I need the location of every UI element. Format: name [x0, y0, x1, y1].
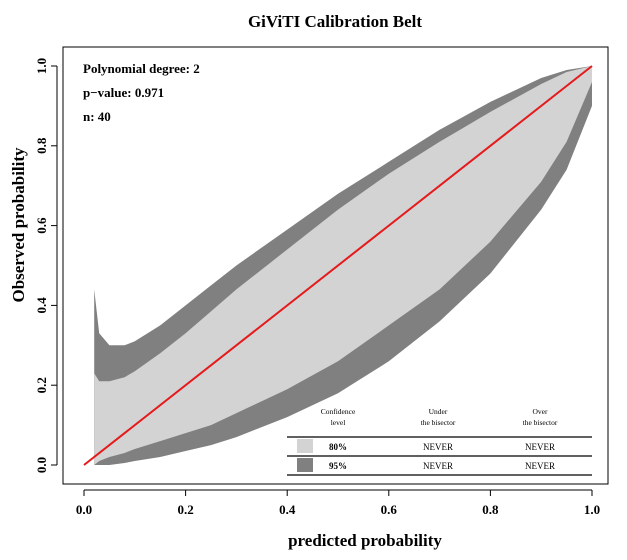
x-axis: 0.0 0.2 0.4 0.6 0.8 1.0: [76, 489, 600, 517]
legend-swatch: [297, 458, 313, 472]
plot-frame: [62, 46, 609, 485]
legend-header: Confidence: [321, 407, 356, 416]
x-tick-label: 0.2: [177, 502, 193, 517]
stats-line: n: 40: [83, 109, 111, 124]
legend-table: Confidence level Under the bisector Over the …: [287, 407, 592, 476]
legend-under: NEVER: [423, 442, 453, 452]
chart-title: GiViTI Calibration Belt: [248, 12, 422, 31]
legend-level: 95%: [329, 461, 347, 471]
legend-over: NEVER: [525, 442, 555, 452]
stats-annotations: Polynomial degree: 2 p−value: 0.971 n: 40: [83, 61, 200, 124]
legend-header: the bisector: [421, 418, 456, 427]
belt-band-80pct: [94, 66, 592, 465]
y-axis-label: Observed probability: [9, 147, 28, 303]
x-tick-label: 1.0: [584, 502, 600, 517]
legend-header: level: [331, 418, 346, 427]
x-axis-label: predicted probability: [288, 531, 442, 550]
x-tick-label: 0.0: [76, 502, 92, 517]
stats-line: Polynomial degree: 2: [83, 61, 200, 76]
x-tick-label: 0.8: [482, 502, 499, 517]
legend-swatch: [297, 439, 313, 453]
x-tick-label: 0.4: [279, 502, 296, 517]
legend-level: 80%: [329, 442, 347, 452]
y-tick-label: 0.8: [34, 137, 49, 154]
legend-header: Over: [533, 407, 548, 416]
bisector-line: [83, 65, 593, 466]
x-tick-label: 0.6: [381, 502, 398, 517]
legend-over: NEVER: [525, 461, 555, 471]
y-tick-label: 0.2: [34, 377, 49, 393]
legend-header: the bisector: [523, 418, 558, 427]
legend-under: NEVER: [423, 461, 453, 471]
y-tick-label: 1.0: [34, 58, 49, 74]
y-axis: 0.0 0.2 0.4 0.6 0.8 1.0: [34, 58, 58, 473]
belt-bands: [94, 66, 592, 465]
y-tick-label: 0.0: [34, 457, 49, 473]
y-tick-label: 0.6: [34, 217, 49, 234]
y-tick-label: 0.4: [34, 297, 49, 314]
legend-header: Under: [429, 407, 448, 416]
stats-line: p−value: 0.971: [83, 85, 164, 100]
